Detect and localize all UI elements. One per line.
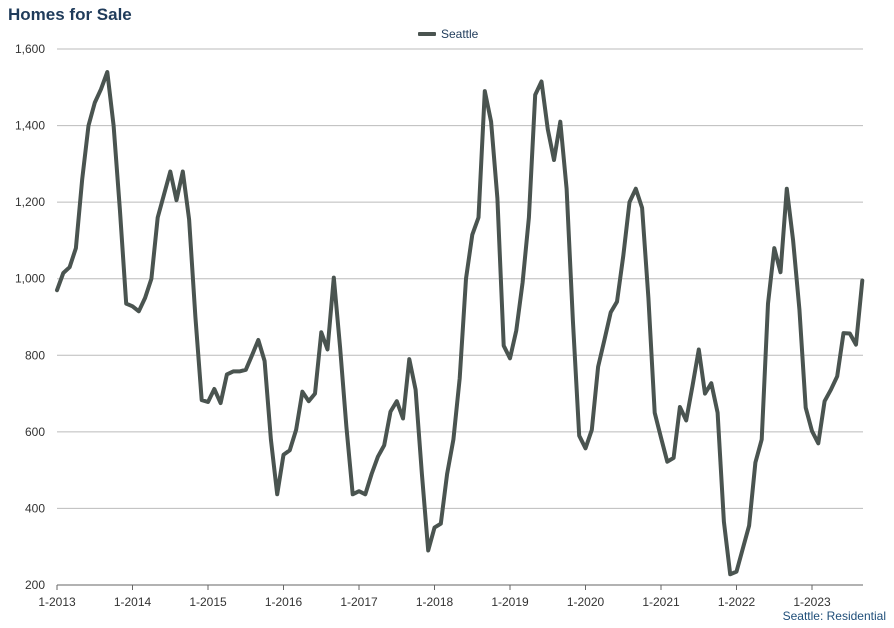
x-tick-label: 1-2021 xyxy=(642,595,680,609)
legend-swatch xyxy=(418,32,436,36)
y-tick-label: 400 xyxy=(25,501,45,515)
x-tick-label: 1-2016 xyxy=(265,595,303,609)
x-tick-label: 1-2020 xyxy=(567,595,605,609)
y-tick-label: 1,400 xyxy=(15,119,45,133)
chart-footer-note: Seattle: Residential xyxy=(782,609,886,623)
y-tick-label: 600 xyxy=(25,425,45,439)
x-tick-label: 1-2022 xyxy=(718,595,756,609)
chart-title: Homes for Sale xyxy=(8,5,132,24)
y-tick-label: 1,200 xyxy=(15,195,45,209)
x-tick-label: 1-2017 xyxy=(340,595,378,609)
x-tick-label: 1-2014 xyxy=(114,595,152,609)
y-tick-label: 800 xyxy=(25,348,45,362)
x-tick-label: 1-2023 xyxy=(793,595,831,609)
y-tick-label: 1,600 xyxy=(15,42,45,56)
chart-legend: Seattle xyxy=(418,27,478,41)
legend-label-seattle: Seattle xyxy=(441,27,479,41)
x-tick-label: 1-2019 xyxy=(491,595,529,609)
x-tick-label: 1-2018 xyxy=(416,595,454,609)
series-line-seattle xyxy=(55,70,865,577)
y-tick-label: 1,000 xyxy=(15,272,45,286)
x-tick-label: 1-2015 xyxy=(189,595,227,609)
x-tick-label: 1-2013 xyxy=(38,595,76,609)
y-tick-label: 200 xyxy=(25,578,45,592)
